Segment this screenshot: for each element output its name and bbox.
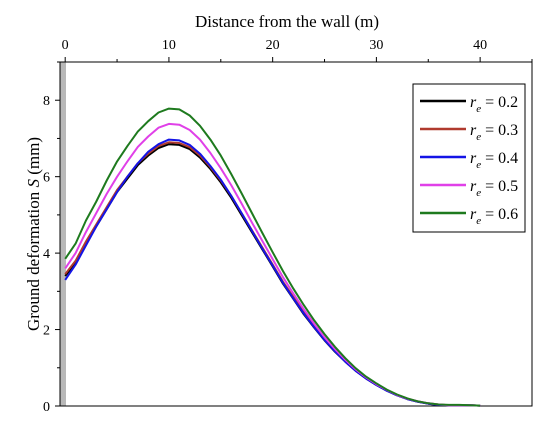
y-tick-label: 8: [43, 94, 50, 109]
legend-entry: re = 0.2: [470, 94, 518, 115]
legend-symbol: r: [470, 178, 477, 195]
x-tick-label: 20: [266, 38, 280, 53]
y-tick-label: 6: [43, 171, 50, 186]
legend-entry: re = 0.5: [470, 178, 518, 199]
legend-symbol: r: [470, 150, 477, 167]
plot-frame: [59, 61, 533, 407]
legend-value: = 0.6: [481, 206, 518, 223]
legend-subscript: e: [476, 187, 481, 199]
legend-entry: re = 0.6: [470, 206, 518, 227]
legend-value: = 0.3: [481, 122, 518, 139]
x-tick-label: 40: [473, 38, 487, 53]
legend-symbol: r: [470, 206, 477, 223]
legend-symbol: r: [470, 122, 477, 139]
y-tick-label: 4: [43, 247, 50, 262]
legend-value: = 0.5: [481, 178, 518, 195]
series-line-0-6: [64, 107, 481, 407]
y-axis-label-main: Ground deformation: [24, 188, 43, 332]
legend-value: = 0.2: [481, 94, 518, 111]
x-tick-label: 30: [369, 38, 383, 53]
legend-entry: re = 0.3: [470, 122, 518, 143]
legend-box: [412, 83, 526, 233]
y-tick-label: 0: [43, 400, 50, 415]
y-tick-label: 2: [43, 324, 50, 339]
legend-subscript: e: [476, 159, 481, 171]
axis-ticks: 0 10 20 30 40 0 2 4 6 8: [43, 38, 533, 415]
x-axis-label: Distance from the wall (m): [195, 12, 379, 31]
y-axis-label: Ground deformation S (mm): [24, 137, 43, 331]
legend-subscript: e: [476, 215, 481, 227]
y-axis-label-symbol: S: [24, 179, 43, 188]
legend-value: = 0.4: [481, 150, 518, 167]
legend-entry: re = 0.4: [470, 150, 518, 171]
x-tick-label: 10: [162, 38, 176, 53]
x-tick-label: 0: [62, 38, 69, 53]
wall-strip: [60, 62, 66, 406]
legend-subscript: e: [476, 103, 481, 115]
series-lines: [64, 107, 481, 407]
y-axis-label-unit: (mm): [24, 137, 43, 179]
legend-symbol: r: [470, 94, 477, 111]
legend-subscript: e: [476, 131, 481, 143]
legend: re = 0.2re = 0.3re = 0.4re = 0.5re = 0.6: [412, 83, 526, 233]
